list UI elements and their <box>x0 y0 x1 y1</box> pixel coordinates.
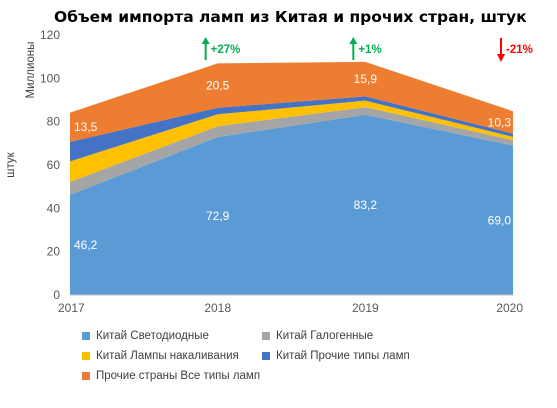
data-label: 15,9 <box>354 72 378 86</box>
area-series-3 <box>70 100 513 182</box>
arrow-up-head-icon <box>201 37 210 44</box>
legend-swatch <box>82 372 90 380</box>
legend-label: Китай Лампы накаливания <box>96 350 239 362</box>
legend-swatch <box>262 332 270 340</box>
legend-label: Китай Прочие типы ламп <box>276 350 410 362</box>
data-label: 69,0 <box>488 213 512 227</box>
legend-item: Китай Прочие типы ламп <box>262 350 410 362</box>
legend-item: Китай Лампы накаливания <box>82 350 239 362</box>
change-indicator: +27% <box>201 37 241 60</box>
y-tick-label: 60 <box>47 158 61 172</box>
arrow-up-head-icon <box>349 37 358 44</box>
area-series-5 <box>70 61 513 142</box>
area-series-1 <box>70 114 513 295</box>
data-labels: 46,2 72,9 83,2 69,0 13,5 20,5 15,9 10,3 <box>74 72 511 252</box>
y-axis-title-secondary: штук <box>5 151 17 177</box>
y-axis-title-primary: Миллионы <box>25 42 37 99</box>
y-tick-label: 80 <box>47 115 61 129</box>
data-label: 13,5 <box>74 120 98 134</box>
arrow-down-head-icon <box>497 54 505 62</box>
x-tick-label: 2019 <box>352 301 379 315</box>
x-tick-label: 2018 <box>204 301 231 315</box>
change-indicators: +27% +1% -21% <box>201 37 533 62</box>
data-label: 83,2 <box>354 198 378 212</box>
change-label: -21% <box>506 44 533 56</box>
change-label: +27% <box>211 44 241 56</box>
legend-label: Прочие страны Все типы ламп <box>96 370 261 382</box>
legend-swatch <box>82 352 90 360</box>
x-tick-label: 2020 <box>496 301 523 315</box>
data-label: 10,3 <box>488 115 512 129</box>
area-series-4 <box>70 96 513 162</box>
data-label: 72,9 <box>206 209 230 223</box>
data-label: 20,5 <box>206 79 230 93</box>
legend-label: Китай Галогенные <box>276 330 374 342</box>
area-series-group <box>70 61 513 295</box>
chart-title: Объем импорта ламп из Китая и прочих стр… <box>54 8 527 26</box>
legend-item: Прочие страны Все типы ламп <box>82 370 260 382</box>
stacked-area-chart: Объем импорта ламп из Китая и прочих стр… <box>5 8 533 315</box>
data-label: 46,2 <box>74 238 98 252</box>
legend-item: Китай Галогенные <box>262 330 373 342</box>
y-tick-label: 0 <box>53 288 60 302</box>
legend-label: Китай Светодиодные <box>96 330 209 342</box>
x-tick-labels: 2017 2018 2019 2020 <box>58 301 523 315</box>
legend-swatch <box>82 332 90 340</box>
legend-item: Китай Светодиодные <box>82 330 209 342</box>
y-tick-label: 120 <box>40 28 60 42</box>
area-series-2 <box>70 107 513 195</box>
y-tick-label: 100 <box>40 71 60 85</box>
x-tick-label: 2017 <box>58 301 85 315</box>
change-indicator: -21% <box>497 38 533 62</box>
change-indicator: +1% <box>349 37 382 60</box>
y-tick-labels: 0 20 40 60 80 100 120 <box>40 28 60 302</box>
change-label: +1% <box>358 44 381 56</box>
legend-swatch <box>262 352 270 360</box>
y-tick-label: 20 <box>47 245 61 259</box>
y-tick-label: 40 <box>47 201 61 215</box>
